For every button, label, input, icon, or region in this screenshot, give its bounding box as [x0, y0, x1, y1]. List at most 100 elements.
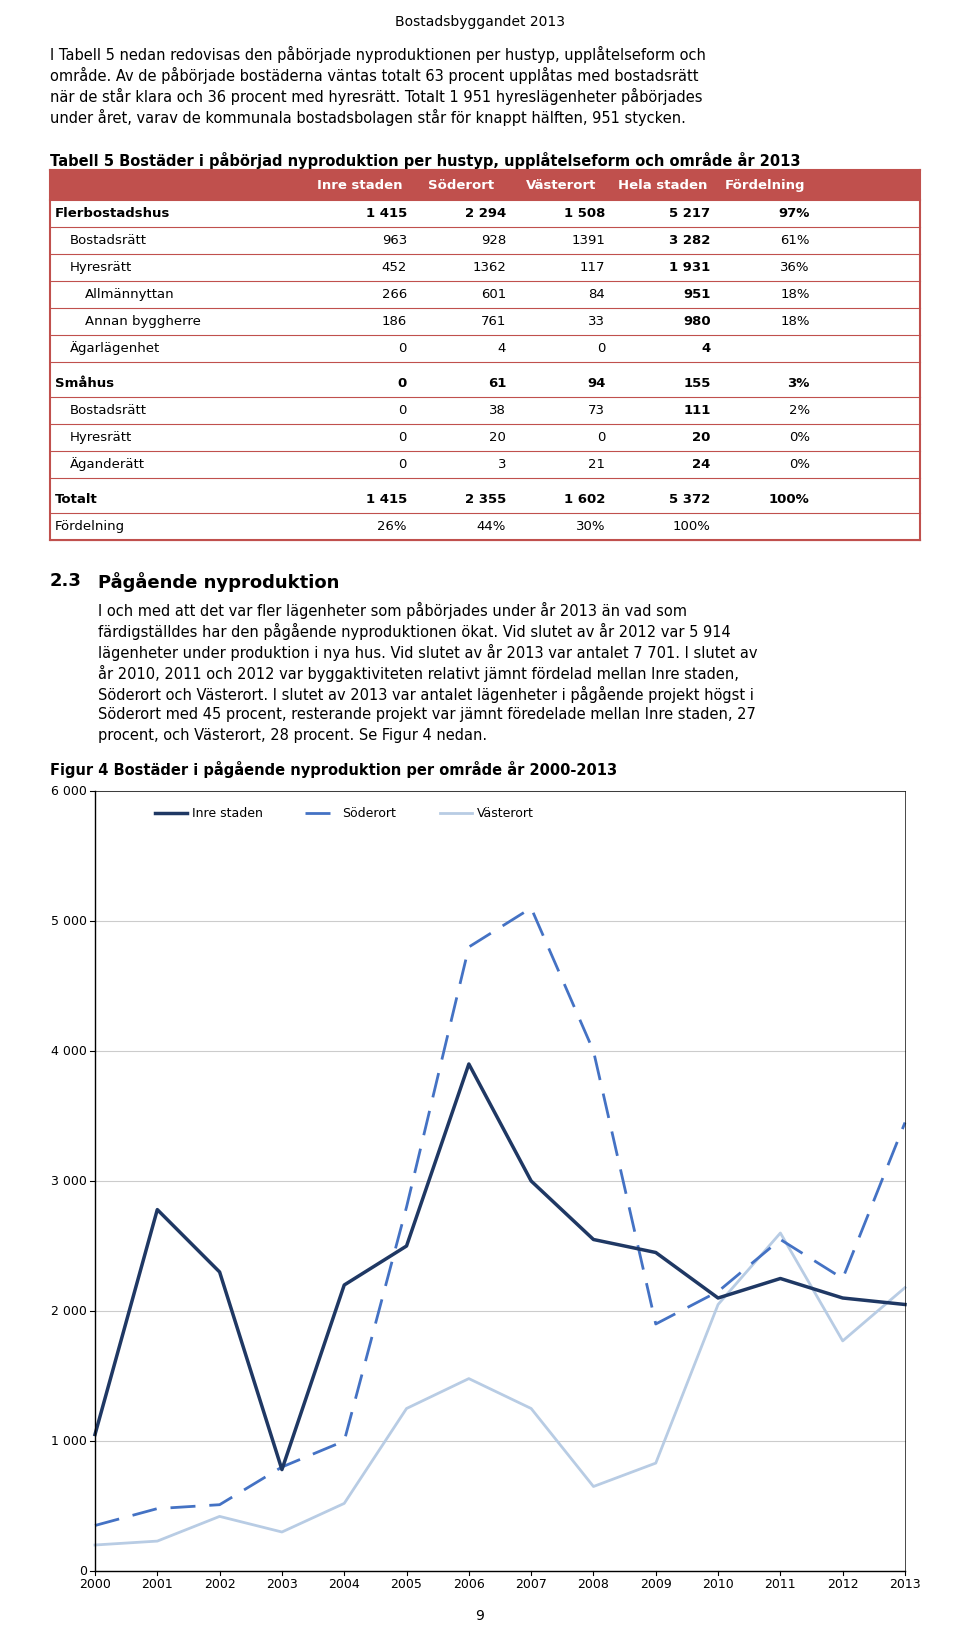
Text: 452: 452 [381, 261, 407, 274]
Text: 2000: 2000 [79, 1578, 111, 1592]
Text: Inre staden: Inre staden [192, 806, 263, 819]
Text: 0%: 0% [789, 431, 809, 444]
Text: I och med att det var fler lägenheter som påbörjades under år 2013 än vad som: I och med att det var fler lägenheter so… [98, 603, 687, 619]
Text: 44%: 44% [477, 520, 506, 533]
Bar [50, 281, 920, 309]
Text: 1 000: 1 000 [51, 1435, 87, 1448]
Text: 155: 155 [684, 376, 710, 390]
Bar [95, 791, 905, 1572]
Text: lägenheter under produktion i nya hus. Vid slutet av år 2013 var antalet 7 701. : lägenheter under produktion i nya hus. V… [98, 644, 757, 660]
Text: år 2010, 2011 och 2012 var byggaktiviteten relativt jämnt fördelad mellan Inre s: år 2010, 2011 och 2012 var byggaktivitet… [98, 665, 739, 682]
Text: 61%: 61% [780, 234, 809, 248]
Bar [50, 254, 920, 281]
Bar [50, 309, 920, 335]
Text: 0: 0 [398, 342, 407, 355]
Text: Bostadsrätt: Bostadsrätt [70, 404, 147, 418]
Text: 980: 980 [683, 315, 710, 329]
Bar [50, 451, 920, 479]
Text: 111: 111 [684, 404, 710, 418]
Text: 0: 0 [597, 431, 605, 444]
Text: 5 372: 5 372 [669, 494, 710, 505]
Text: Söderort med 45 procent, resterande projekt var jämnt föredelade mellan Inre sta: Söderort med 45 procent, resterande proj… [98, 707, 756, 721]
Text: Söderort: Söderort [428, 178, 494, 192]
Text: 2%: 2% [788, 404, 809, 418]
Text: 30%: 30% [576, 520, 605, 533]
Text: Ägarlägenhet: Ägarlägenhet [70, 342, 160, 355]
Text: 0: 0 [398, 404, 407, 418]
Text: 1 602: 1 602 [564, 494, 605, 505]
Text: Söderort och Västerort. I slutet av 2013 var antalet lägenheter i pågående proje: Söderort och Västerort. I slutet av 2013… [98, 687, 754, 703]
Text: 3: 3 [497, 457, 506, 471]
Bar [50, 170, 920, 200]
Text: procent, och Västerort, 28 procent. Se Figur 4 nedan.: procent, och Västerort, 28 procent. Se F… [98, 728, 487, 743]
Text: 100%: 100% [769, 494, 809, 505]
Text: 36%: 36% [780, 261, 809, 274]
Text: Bostadsrätt: Bostadsrätt [70, 234, 147, 248]
Text: Tabell 5 Bostäder i påbörjad nyproduktion per hustyp, upplåtelseform och område : Tabell 5 Bostäder i påbörjad nyproduktio… [50, 152, 801, 168]
Text: 0: 0 [398, 431, 407, 444]
Text: 33: 33 [588, 315, 605, 329]
Text: område. Av de påbörjade bostäderna väntas totalt 63 procent upplåtas med bostads: område. Av de påbörjade bostäderna vänta… [50, 68, 699, 84]
Text: 0: 0 [397, 376, 407, 390]
Text: 1362: 1362 [472, 261, 506, 274]
Text: 2002: 2002 [204, 1578, 235, 1592]
Text: 117: 117 [580, 261, 605, 274]
Text: Fördelning: Fördelning [725, 178, 805, 192]
Text: 18%: 18% [780, 315, 809, 329]
Text: 2009: 2009 [640, 1578, 672, 1592]
Bar [50, 335, 920, 362]
Text: 186: 186 [382, 315, 407, 329]
Text: 38: 38 [490, 404, 506, 418]
Text: 2 355: 2 355 [465, 494, 506, 505]
Text: 4: 4 [702, 342, 710, 355]
Text: Hyresrätt: Hyresrätt [70, 261, 132, 274]
Text: när de står klara och 36 procent med hyresrätt. Totalt 1 951 hyreslägenheter påb: när de står klara och 36 procent med hyr… [50, 88, 703, 106]
Text: 2012: 2012 [827, 1578, 858, 1592]
Text: Pågående nyproduktion: Pågående nyproduktion [98, 571, 340, 593]
Text: 4: 4 [497, 342, 506, 355]
Bar [50, 200, 920, 226]
Text: 2008: 2008 [578, 1578, 610, 1592]
Text: 21: 21 [588, 457, 605, 471]
Text: 73: 73 [588, 404, 605, 418]
Text: 266: 266 [382, 287, 407, 300]
Text: 2005: 2005 [391, 1578, 422, 1592]
Bar [50, 513, 920, 540]
Text: Hela staden: Hela staden [618, 178, 708, 192]
Bar [50, 396, 920, 424]
Text: 5 217: 5 217 [669, 206, 710, 220]
Text: 94: 94 [587, 376, 605, 390]
Text: 2003: 2003 [266, 1578, 298, 1592]
Text: Flerbostadshus: Flerbostadshus [55, 206, 170, 220]
Text: 1 931: 1 931 [669, 261, 710, 274]
Text: 2001: 2001 [141, 1578, 173, 1592]
Text: 1 508: 1 508 [564, 206, 605, 220]
Text: 0%: 0% [789, 457, 809, 471]
Text: Inre staden: Inre staden [317, 178, 402, 192]
Text: 601: 601 [481, 287, 506, 300]
Text: Allmännyttan: Allmännyttan [85, 287, 175, 300]
Text: 963: 963 [382, 234, 407, 248]
Text: 20: 20 [692, 431, 710, 444]
Text: Äganderätt: Äganderätt [70, 457, 145, 472]
Text: 100%: 100% [673, 520, 710, 533]
Text: 3 000: 3 000 [51, 1174, 87, 1187]
Text: 928: 928 [481, 234, 506, 248]
Text: 4 000: 4 000 [51, 1045, 87, 1058]
Bar [50, 485, 920, 513]
Text: 24: 24 [692, 457, 710, 471]
Text: 97%: 97% [779, 206, 809, 220]
Text: 26%: 26% [377, 520, 407, 533]
Text: 0: 0 [597, 342, 605, 355]
Text: I Tabell 5 nedan redovisas den påbörjade nyproduktionen per hustyp, upplåtelsefo: I Tabell 5 nedan redovisas den påbörjade… [50, 46, 706, 63]
Text: 1 415: 1 415 [366, 206, 407, 220]
Bar [50, 370, 920, 396]
Text: Hyresrätt: Hyresrätt [70, 431, 132, 444]
Text: Totalt: Totalt [55, 494, 98, 505]
Text: Figur 4 Bostäder i pågående nyproduktion per område år 2000-2013: Figur 4 Bostäder i pågående nyproduktion… [50, 761, 617, 778]
Text: 9: 9 [475, 1610, 485, 1623]
Text: 6 000: 6 000 [51, 784, 87, 797]
Text: Annan byggherre: Annan byggherre [85, 315, 201, 329]
Text: 951: 951 [684, 287, 710, 300]
Text: 2 294: 2 294 [465, 206, 506, 220]
